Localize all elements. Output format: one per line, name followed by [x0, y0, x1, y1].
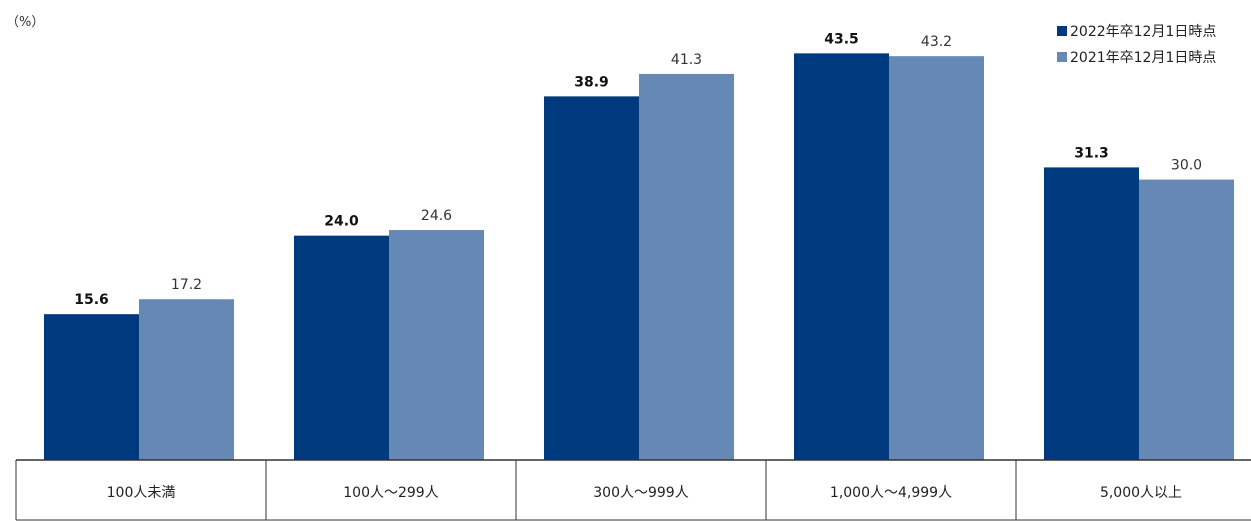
value-label-2021-2: 41.3	[671, 52, 702, 68]
bar-2021-0	[139, 299, 234, 460]
category-label-1: 100人～299人	[343, 485, 438, 501]
value-label-2022-0: 15.6	[74, 292, 109, 308]
value-labels-group: 15.6 17.2 24.0 24.6 38.9 41.3 43.5 43.2 31.3 30.0	[74, 31, 1202, 308]
bar-2021-4	[1139, 179, 1234, 460]
value-label-2021-3: 43.2	[921, 34, 952, 50]
legend: 2022年卒12月1日時点 2021年卒12月1日時点	[1057, 24, 1216, 66]
value-label-2022-3: 43.5	[824, 31, 859, 47]
legend-swatch-2022	[1057, 26, 1067, 36]
bar-2021-3	[889, 56, 984, 460]
category-label-4: 5,000人以上	[1100, 485, 1182, 501]
legend-label-2021: 2021年卒12月1日時点	[1070, 50, 1216, 66]
bar-2022-1	[294, 235, 389, 460]
bars-group	[44, 53, 1234, 461]
value-label-2022-1: 24.0	[324, 214, 359, 230]
legend-label-2022: 2022年卒12月1日時点	[1070, 24, 1216, 40]
value-label-2021-0: 17.2	[171, 277, 202, 293]
bar-2021-1	[389, 230, 484, 460]
y-unit-label: （%）	[6, 15, 44, 30]
legend-swatch-2021	[1057, 52, 1067, 62]
bar-2022-4	[1044, 167, 1139, 460]
category-label-2: 300人～999人	[593, 485, 688, 501]
value-label-2022-4: 31.3	[1074, 145, 1109, 161]
bar-2022-2	[544, 96, 639, 461]
value-label-2022-2: 38.9	[574, 74, 609, 90]
category-label-3: 1,000人～4,999人	[830, 485, 952, 501]
value-label-2021-1: 24.6	[421, 208, 452, 224]
bar-2022-3	[794, 53, 889, 460]
bar-2021-2	[639, 73, 734, 460]
category-table: 100人未満 100人～299人 300人～999人 1,000人～4,999人 5,0…	[15, 459, 1251, 521]
category-label-0: 100人未満	[107, 485, 176, 501]
bar-2022-0	[44, 314, 139, 460]
value-label-2021-4: 30.0	[1171, 158, 1202, 174]
